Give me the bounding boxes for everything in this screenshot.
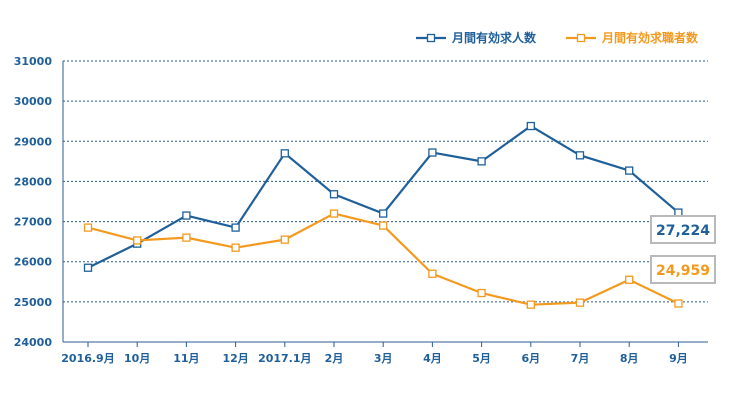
data-point-marker [526, 300, 535, 309]
series-lines [83, 121, 683, 309]
data-point-marker [280, 149, 289, 158]
x-tick-label: 6月 [521, 352, 540, 365]
data-point-marker [379, 209, 388, 218]
callout-box [650, 255, 716, 284]
x-tick-label: 2016.9月 [61, 352, 114, 365]
callout-value: 24,959 [656, 263, 710, 279]
data-point-marker [83, 223, 93, 232]
legend-item: 月間有効求職者数 [566, 30, 699, 45]
callout-box [650, 215, 716, 244]
series-2 [83, 209, 683, 309]
y-tick-label: 29000 [14, 135, 53, 148]
x-tick-label: 2017.1月 [258, 352, 311, 365]
data-point-marker [625, 275, 634, 284]
y-tick-label: 26000 [14, 256, 53, 269]
data-point-marker [526, 121, 535, 131]
legend-item: 月間有効求人数 [416, 30, 537, 45]
x-tick-label: 7月 [571, 352, 590, 365]
data-point-marker [280, 235, 289, 244]
data-point-marker [231, 243, 240, 252]
value-callout: 24,959 [650, 255, 716, 284]
y-tick-label: 31000 [14, 55, 53, 68]
y-tick-label: 25000 [14, 296, 53, 309]
data-point-marker [182, 233, 191, 242]
data-point-marker [575, 151, 585, 160]
legend-label: 月間有効求人数 [451, 30, 537, 45]
series-line [87, 124, 680, 269]
legend-swatch-marker [426, 33, 436, 43]
data-point-marker [674, 299, 683, 308]
data-point-marker [625, 166, 634, 175]
x-tick-label: 2月 [325, 352, 344, 365]
y-tick-label: 28000 [14, 175, 53, 188]
x-tick-label: 10月 [124, 352, 150, 365]
data-point-marker [329, 190, 339, 199]
x-tick-label: 8月 [620, 352, 639, 365]
legend-swatch-marker [576, 33, 586, 43]
x-tick-label: 12月 [222, 352, 248, 365]
data-point-marker [329, 209, 339, 218]
value-callout: 27,224 [650, 215, 716, 244]
axes: 24000 25000 26000 27000 28000 29000 30000 31000… [14, 55, 708, 365]
data-point-marker [133, 236, 142, 245]
x-tick-label: 4月 [423, 352, 442, 365]
data-point-marker [83, 263, 93, 272]
data-point-marker [477, 288, 486, 298]
x-tick-label: 11月 [173, 352, 199, 365]
legend-label: 月間有効求職者数 [601, 30, 699, 45]
data-point-marker [182, 211, 191, 220]
y-tick-label: 30000 [14, 95, 53, 108]
y-tick-label: 27000 [14, 216, 53, 229]
callout-value: 27,224 [656, 223, 710, 239]
data-point-marker [231, 223, 240, 232]
data-point-marker [575, 298, 585, 307]
data-point-marker [477, 157, 486, 166]
x-tick-label: 9月 [669, 352, 688, 365]
data-point-marker [379, 221, 388, 230]
y-tick-label: 24000 [14, 336, 53, 349]
legend: 月間有効求人数 月間有効求職者数 [416, 30, 699, 45]
grid-lines [63, 60, 708, 303]
callouts: 27,224 24,959 [650, 215, 716, 284]
series-1 [83, 121, 683, 272]
data-point-marker [428, 269, 437, 278]
x-tick-label: 5月 [472, 352, 491, 365]
data-point-marker [428, 148, 437, 157]
x-tick-label: 3月 [374, 352, 393, 365]
